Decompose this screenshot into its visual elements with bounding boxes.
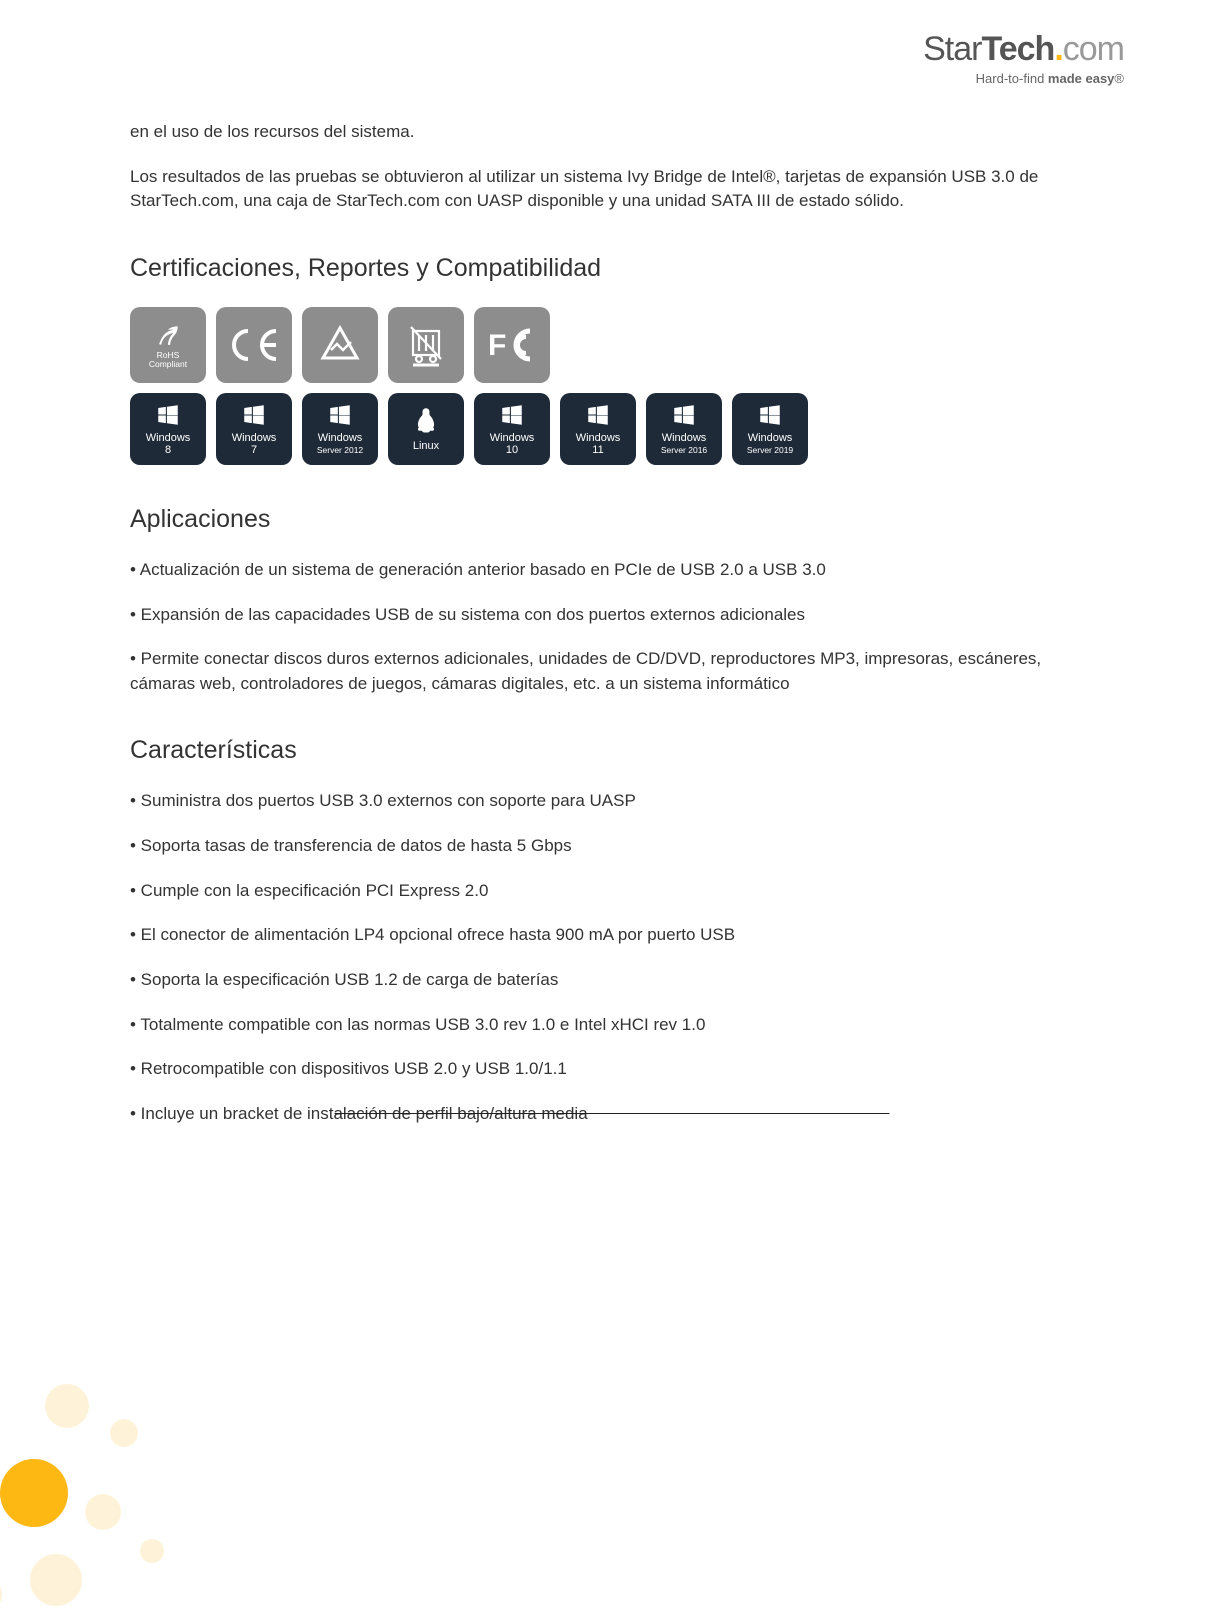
tagline-plain: Hard-to-find <box>976 71 1048 86</box>
badge-windows-server-2016: Windows Server 2016 <box>646 393 722 465</box>
badge-win8-top: Windows <box>146 432 191 444</box>
section-title-applications: Aplicaciones <box>130 505 1104 534</box>
windows-icon <box>671 402 697 428</box>
badge-win11-bottom: 11 <box>592 444 603 456</box>
feature-item: • El conector de alimentación LP4 opcion… <box>130 923 1104 948</box>
badge-linux: Linux <box>388 393 464 465</box>
badge-windows-server-2012: Windows Server 2012 <box>302 393 378 465</box>
badge-ws2019-bottom: Server 2019 <box>747 446 793 455</box>
logo-part1: Star <box>923 30 981 68</box>
decorative-dot <box>140 1539 164 1563</box>
rcm-icon <box>317 322 363 368</box>
badge-win11-top: Windows <box>576 432 621 444</box>
badge-windows-11: Windows 11 <box>560 393 636 465</box>
features-list: • Suministra dos puertos USB 3.0 externo… <box>130 789 1104 1126</box>
badge-win10-bottom: 10 <box>506 444 518 456</box>
badge-linux-label: Linux <box>413 440 439 452</box>
logo-part2: Tech <box>981 30 1054 68</box>
badge-win7-top: Windows <box>232 432 277 444</box>
section-title-features: Características <box>130 736 1104 765</box>
svg-text:F: F <box>488 329 506 362</box>
badge-win7-bottom: 7 <box>251 444 257 456</box>
windows-icon <box>327 402 353 428</box>
application-item: • Expansión de las capacidades USB de su… <box>130 603 1104 628</box>
feature-item: • Soporta la especificación USB 1.2 de c… <box>130 968 1104 993</box>
logo-tagline: Hard-to-find made easy® <box>923 71 1124 86</box>
footer-divider <box>335 1113 890 1114</box>
badge-windows-10: Windows 10 <box>474 393 550 465</box>
logo-dot: . <box>1054 30 1062 68</box>
windows-icon <box>155 402 181 428</box>
badge-rohs-label: RoHS Compliant <box>149 351 187 370</box>
feature-item: • Retrocompatible con dispositivos USB 2… <box>130 1057 1104 1082</box>
linux-icon <box>412 406 440 436</box>
windows-icon <box>757 402 783 428</box>
decorative-dot <box>110 1419 138 1447</box>
badge-windows-7: Windows 7 <box>216 393 292 465</box>
decorative-dot <box>30 1554 82 1606</box>
badge-row-2: Windows 8 Windows 7 Windows Server 2012 <box>130 393 1104 465</box>
feature-item: • Suministra dos puertos USB 3.0 externo… <box>130 789 1104 814</box>
badge-windows-server-2019: Windows Server 2019 <box>732 393 808 465</box>
tagline-bold: made easy <box>1048 71 1115 86</box>
intro-paragraph-1: en el uso de los recursos del sistema. <box>130 120 1104 145</box>
badge-win8-bottom: 8 <box>165 444 171 456</box>
certification-badges: RoHS Compliant <box>130 307 1104 465</box>
decorative-dots <box>0 1364 220 1624</box>
badge-windows-8: Windows 8 <box>130 393 206 465</box>
section-title-certifications: Certificaciones, Reportes y Compatibilid… <box>130 254 1104 283</box>
badge-win10-top: Windows <box>490 432 535 444</box>
fcc-icon: F <box>486 325 538 365</box>
badge-ce <box>216 307 292 383</box>
badge-ws2012-bottom: Server 2012 <box>317 446 363 455</box>
applications-list: • Actualización de un sistema de generac… <box>130 558 1104 697</box>
decorative-dot <box>85 1494 121 1530</box>
decorative-dot <box>45 1384 89 1428</box>
logo-part3: com <box>1063 30 1124 68</box>
feature-item: • Incluye un bracket de instalación de p… <box>130 1102 1104 1127</box>
logo-text: StarTech.com <box>923 30 1124 69</box>
ce-icon <box>226 325 282 365</box>
badge-fcc: F <box>474 307 550 383</box>
badge-row-1: RoHS Compliant <box>130 307 1104 383</box>
application-item: • Actualización de un sistema de generac… <box>130 558 1104 583</box>
badge-ws2016-bottom: Server 2016 <box>661 446 707 455</box>
brand-logo: StarTech.com Hard-to-find made easy® <box>923 30 1124 86</box>
intro-paragraph-2: Los resultados de las pruebas se obtuvie… <box>130 165 1104 214</box>
feature-item: • Soporta tasas de transferencia de dato… <box>130 834 1104 859</box>
windows-icon <box>241 402 267 428</box>
feature-item: • Totalmente compatible con las normas U… <box>130 1013 1104 1038</box>
badge-ws2012-top: Windows <box>318 432 363 444</box>
tagline-suffix: ® <box>1114 71 1124 86</box>
decorative-dot <box>0 1459 68 1527</box>
feature-item: • Cumple con la especificación PCI Expre… <box>130 879 1104 904</box>
badge-rohs: RoHS Compliant <box>130 307 206 383</box>
badge-ws2019-top: Windows <box>748 432 793 444</box>
windows-icon <box>499 402 525 428</box>
badge-weee <box>388 307 464 383</box>
leaf-icon <box>155 321 181 347</box>
badge-rcm <box>302 307 378 383</box>
weee-icon <box>407 323 445 367</box>
windows-icon <box>585 402 611 428</box>
badge-ws2016-top: Windows <box>662 432 707 444</box>
application-item: • Permite conectar discos duros externos… <box>130 647 1104 696</box>
